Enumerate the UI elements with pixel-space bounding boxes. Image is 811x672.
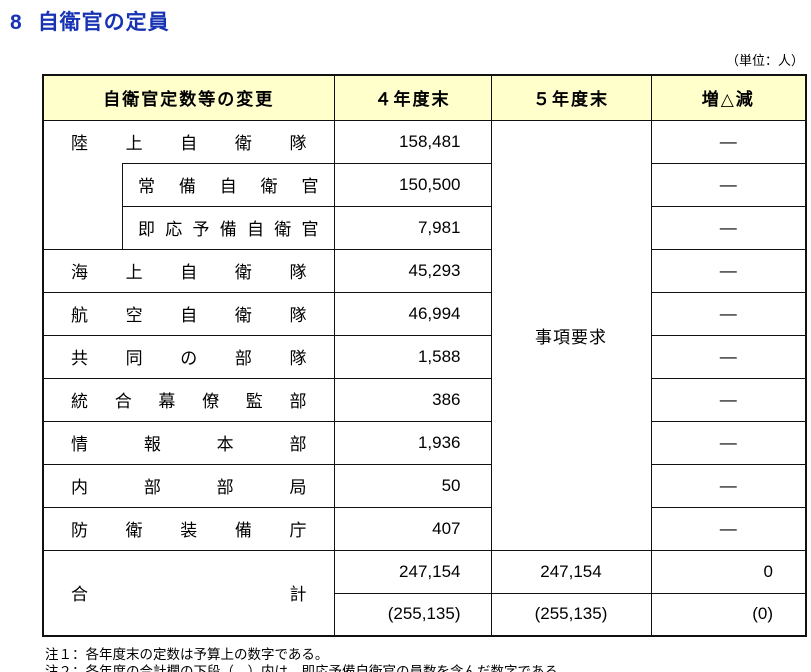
fy5-total-value: 247,154 (490, 549, 652, 594)
table-row-total: 合計 247,154 247,154 0 (42, 549, 807, 637)
row-label: 防衛装備庁 (42, 506, 335, 551)
fy4-value: 50 (333, 463, 492, 508)
table-row: 150,500 ― (43, 162, 807, 207)
table-row: 7,981 ― (43, 205, 807, 250)
diff-value: ― (650, 119, 807, 164)
fy5-total-paren-value: (255,135) (490, 592, 652, 637)
fy4-value: 386 (333, 377, 492, 422)
fy4-value: 1,936 (333, 420, 492, 465)
fy4-total-paren-value: (255,135) (333, 592, 492, 637)
row-ready-reserve-sdf: 即応予備自衛官 (122, 205, 333, 248)
col-header-diff: 増△減 (650, 74, 807, 121)
diff-value: ― (650, 506, 807, 551)
row-label: 共同の部隊 (42, 334, 335, 379)
row-label: 内部部局 (42, 463, 335, 508)
diff-value: ― (650, 334, 807, 379)
section-title: 自衛官の定員 (37, 11, 170, 34)
fy5-merged-cell: 事項要求 (490, 119, 652, 551)
page-title: 8 自衛官の定員 (8, 6, 805, 36)
fy4-value: 407 (333, 506, 492, 551)
diff-value: ― (650, 205, 807, 250)
row-label: 海上自衛隊 (42, 248, 335, 293)
col-header-fy4: ４年度末 (333, 74, 492, 121)
diff-value: ― (650, 377, 807, 422)
fy4-value: 158,481 (333, 119, 492, 164)
row-label: 常備自衛官 (138, 177, 319, 197)
table-row: 共同の部隊 1,588 ― (42, 334, 807, 379)
col-header-category: 自衛官定数等の変更 (42, 74, 335, 121)
row-label: 陸上自衛隊 (71, 134, 307, 154)
fy4-total-value: 247,154 (333, 549, 492, 594)
personnel-table: 自衛官定数等の変更 ４年度末 ５年度末 増△減 陸上自衛隊 常備自衛官 (42, 74, 807, 637)
table-row: 航空自衛隊 46,994 ― (42, 291, 807, 336)
diff-value: ― (650, 162, 807, 207)
note-2: 注２：各年度の合計欄の下段（ ）内は、即応予備自衛官の員数を含んだ数字である。 (45, 664, 572, 672)
diff-value: ― (650, 248, 807, 293)
row-label: 情報本部 (42, 420, 335, 465)
table-row-total-incl-reserve: (255,135) (255,135) (0) (43, 592, 807, 637)
row-gsdf: 陸上自衛隊 (44, 121, 333, 163)
fy4-value: 150,500 (333, 162, 492, 207)
unit-note: （単位：人） (725, 53, 804, 68)
table-row: 陸上自衛隊 常備自衛官 即応予備自衛官 158,481 事項要求 ― (42, 119, 807, 551)
diff-value: ― (650, 291, 807, 336)
table-row: 統合幕僚監部 386 ― (42, 377, 807, 422)
content-area: （単位：人） 自衛官定数等の変更 ４年度末 ５年度末 増△減 陸上自衛隊 (42, 50, 807, 672)
table-row: 防衛装備庁 407 ― (42, 506, 807, 551)
note-1: 注１：各年度末の定数は予算上の数字である。 (45, 647, 329, 662)
footnotes: 注１：各年度末の定数は予算上の数字である。 注２：各年度の合計欄の下段（ ）内は… (45, 646, 805, 672)
fy4-value: 7,981 (333, 205, 492, 250)
diff-value: ― (650, 420, 807, 465)
col-header-fy5: ５年度末 (490, 74, 652, 121)
fy4-value: 1,588 (333, 334, 492, 379)
row-label: 統合幕僚監部 (42, 377, 335, 422)
fy4-value: 46,994 (333, 291, 492, 336)
diff-total-paren-value: (0) (650, 592, 807, 637)
table-row: 情報本部 1,936 ― (42, 420, 807, 465)
header-row: 自衛官定数等の変更 ４年度末 ５年度末 増△減 (42, 74, 807, 121)
row-regular-sdf: 常備自衛官 (122, 163, 333, 206)
fy4-value: 45,293 (333, 248, 492, 293)
gsdf-subrows: 陸上自衛隊 常備自衛官 即応予備自衛官 (44, 121, 333, 248)
table-row: 内部部局 50 ― (42, 463, 807, 508)
table-row: 海上自衛隊 45,293 ― (42, 248, 807, 293)
section-number: 8 (10, 11, 22, 34)
diff-total-value: 0 (650, 549, 807, 594)
gsdf-group-cell: 陸上自衛隊 常備自衛官 即応予備自衛官 (42, 119, 335, 250)
row-label: 即応予備自衛官 (138, 220, 319, 240)
total-label: 合計 (42, 549, 335, 637)
diff-value: ― (650, 463, 807, 508)
row-label: 航空自衛隊 (42, 291, 335, 336)
